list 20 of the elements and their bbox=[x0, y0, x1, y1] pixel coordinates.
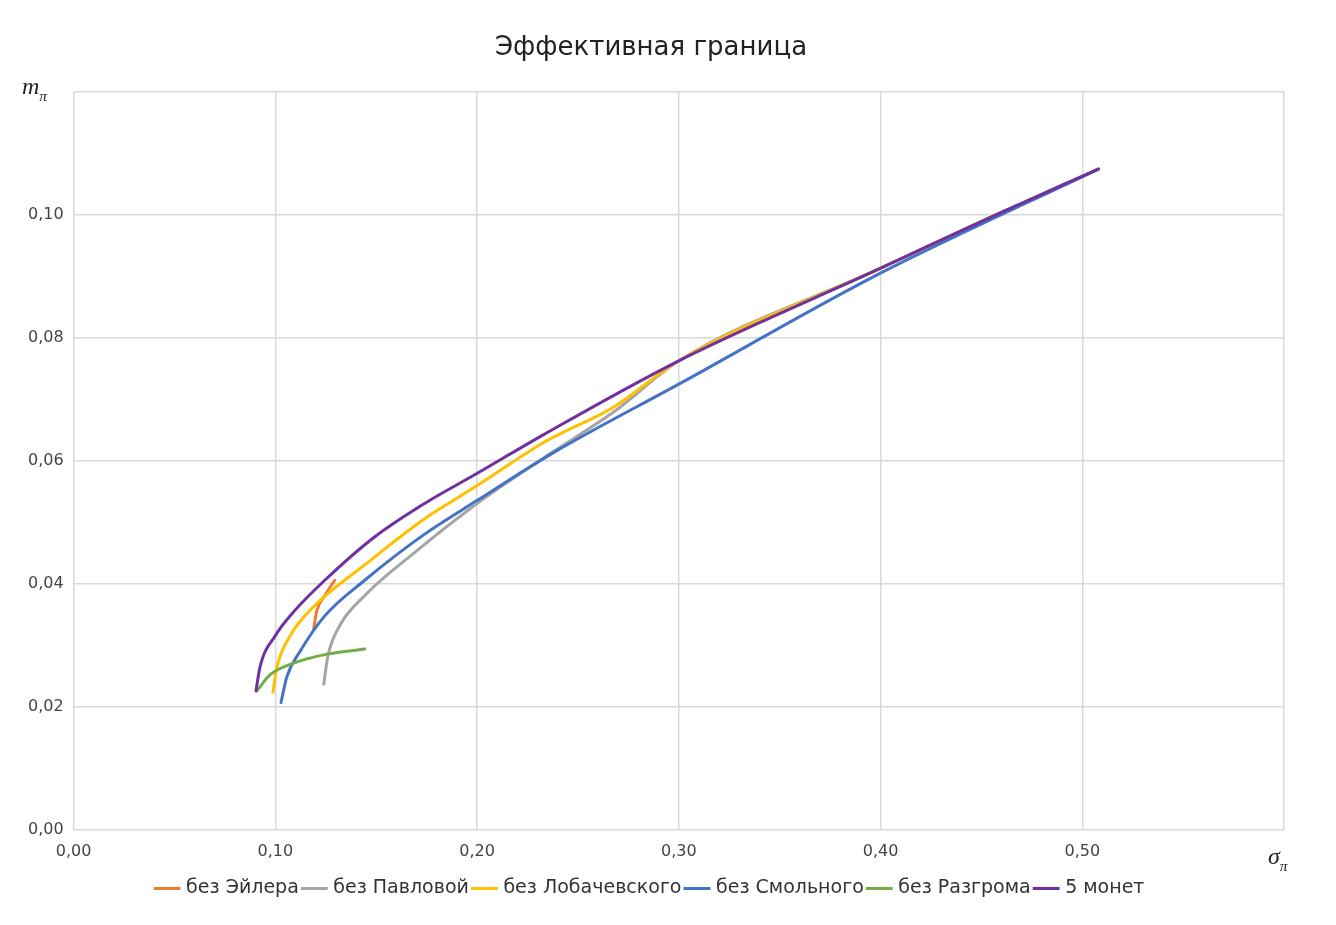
x-tick-label: 0,50 bbox=[1064, 840, 1101, 860]
y-tick-label: 0,08 bbox=[28, 327, 64, 347]
x-tick-label: 0,20 bbox=[459, 840, 495, 860]
x-tick-label: 0,30 bbox=[661, 840, 697, 860]
x-tick-label: 0,00 bbox=[55, 840, 92, 860]
y-tick-label: 0,04 bbox=[28, 573, 64, 593]
y-tick-label: 0,00 bbox=[28, 818, 64, 838]
legend-label: без Эйлера bbox=[186, 875, 299, 898]
legend-label: без Лобачевского bbox=[503, 875, 682, 898]
legend-label: без Разгрома bbox=[898, 875, 1031, 898]
legend-label: без Павловой bbox=[333, 875, 469, 898]
y-tick-label: 0,06 bbox=[28, 450, 64, 470]
legend-label: 5 монет bbox=[1065, 875, 1145, 898]
y-tick-label: 0,10 bbox=[28, 204, 64, 224]
chart-title: Эффективная граница bbox=[494, 31, 808, 62]
line-series bbox=[255, 647, 367, 693]
legend-label: без Смольного bbox=[715, 875, 864, 898]
x-tick-label: 0,40 bbox=[862, 840, 899, 860]
y-tick-label: 0,02 bbox=[28, 696, 64, 716]
x-tick-label: 0,10 bbox=[257, 840, 294, 860]
